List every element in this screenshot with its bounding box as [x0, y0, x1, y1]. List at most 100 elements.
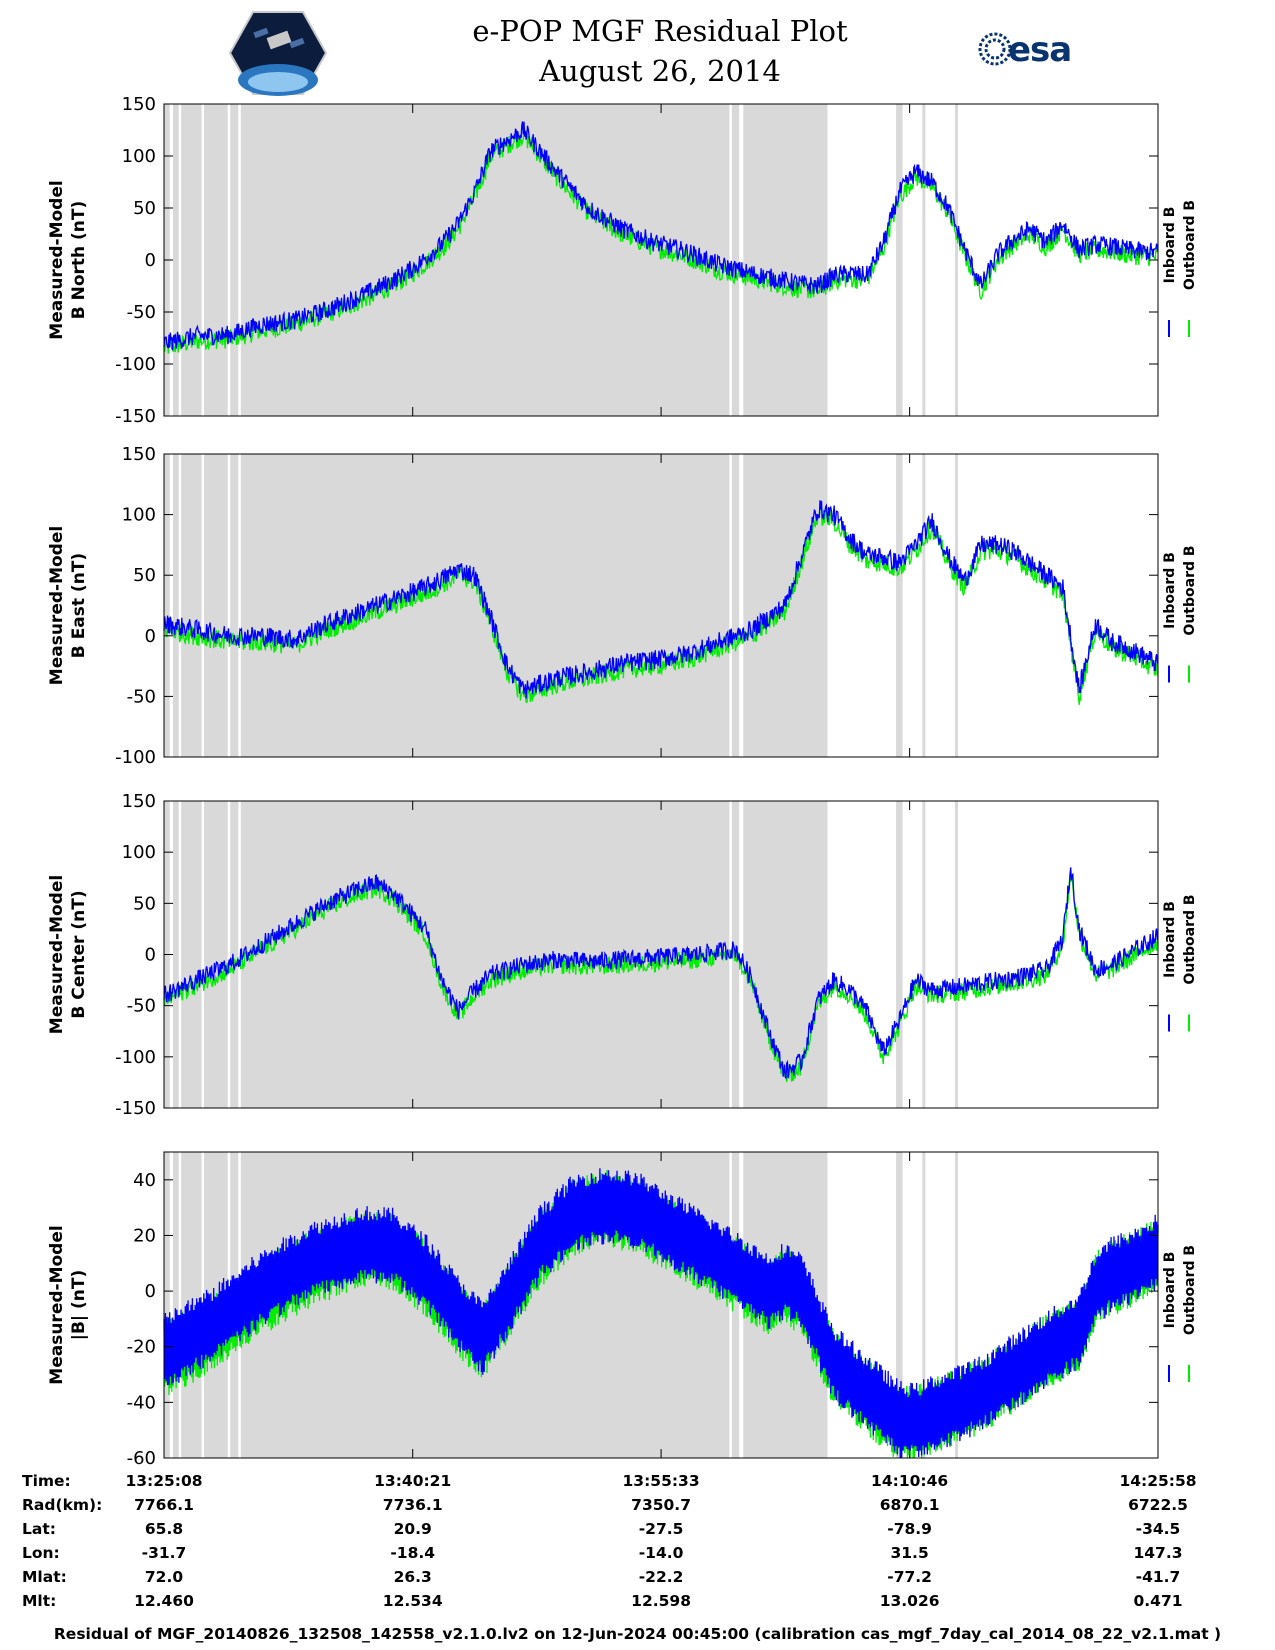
info-row-value: 12.460 [134, 1592, 194, 1610]
data-gap [201, 801, 205, 1108]
data-gap [169, 1152, 173, 1458]
data-gap [729, 1152, 732, 1458]
y-tick-label: 50 [133, 893, 156, 914]
info-row-label: Rad(km): [22, 1496, 103, 1514]
data-gap [729, 104, 732, 416]
legend-outboard-label: Outboard B [1182, 1245, 1198, 1335]
info-row-value: 13.026 [879, 1592, 940, 1610]
y-tick-label: -20 [127, 1337, 156, 1358]
y-axis-label-line1: Measured-Model [47, 1225, 67, 1384]
y-tick-label: 150 [122, 444, 156, 465]
info-row-value: -14.0 [638, 1544, 684, 1562]
data-gap [201, 104, 205, 416]
series-inboard-b [163, 500, 1159, 699]
data-gap [169, 454, 173, 757]
y-tick-label: 100 [122, 505, 156, 526]
shaded-region [896, 454, 903, 757]
y-tick-label: 0 [145, 945, 156, 966]
info-row-value: -27.5 [638, 1520, 684, 1538]
data-gap [739, 801, 744, 1108]
info-row-value: 147.3 [1133, 1544, 1183, 1562]
data-gap [739, 1152, 744, 1458]
info-row-value: 31.5 [890, 1544, 929, 1562]
shaded-region [896, 801, 903, 1108]
info-row-value: 26.3 [393, 1568, 432, 1586]
info-row-value: 65.8 [144, 1520, 184, 1538]
info-row-value: 7766.1 [134, 1496, 194, 1514]
info-row-value: 0.471 [1133, 1592, 1183, 1610]
y-axis-label-line2: B East (nT) [69, 553, 89, 658]
shaded-region [164, 454, 828, 757]
info-row-value: -31.7 [141, 1544, 187, 1562]
legend-inboard-label: Inboard B [1162, 552, 1178, 629]
data-gap [238, 801, 241, 1108]
data-gap [739, 454, 744, 757]
info-row-value: 13:25:08 [125, 1472, 203, 1490]
y-tick-label: -100 [115, 747, 156, 768]
y-tick-label: 20 [133, 1225, 156, 1246]
data-gap [238, 104, 241, 416]
series-outboard-b [163, 874, 1159, 1083]
y-axis-label-line2: |B| (nT) [69, 1270, 89, 1341]
plot-date: August 26, 2014 [539, 54, 781, 88]
info-row-value: 12.534 [382, 1592, 443, 1610]
legend-inboard-label: Inboard B [1162, 1252, 1178, 1329]
data-gap [178, 801, 182, 1108]
data-gap [201, 454, 205, 757]
legend-outboard-label: Outboard B [1182, 545, 1198, 635]
legend-inboard-label: Inboard B [1162, 901, 1178, 978]
chart-panel-1: -150 -100 -50 0 50 100 150 Measured-Model B Nort… [47, 94, 1198, 427]
series-inboard-b [163, 867, 1159, 1080]
info-row-value: 12.598 [631, 1592, 691, 1610]
info-row-label: Lat: [22, 1520, 56, 1538]
shaded-region [896, 104, 903, 416]
esa-logo-icon [978, 32, 1012, 66]
info-row-value: -18.4 [390, 1544, 436, 1562]
y-axis-label-line2: B North (nT) [69, 201, 89, 320]
y-tick-label: 50 [133, 565, 156, 586]
y-tick-label: 100 [122, 146, 156, 167]
y-axis-label-line2: B Center (nT) [69, 890, 89, 1018]
y-axis-label-line1: Measured-Model [47, 526, 67, 685]
data-gap [739, 104, 744, 416]
y-axis-label-line1: Measured-Model [47, 180, 67, 339]
y-tick-label: 0 [145, 250, 156, 271]
chart-panel-3: -150 -100 -50 0 50 100 150 Measured-Model B Cent… [47, 791, 1198, 1119]
y-tick-label: 150 [122, 791, 156, 812]
y-tick-label: -150 [115, 406, 156, 427]
data-gap [227, 104, 231, 416]
info-row-value: -34.5 [1135, 1520, 1181, 1538]
info-row-value: 13:55:33 [622, 1472, 700, 1490]
info-row-value: 6870.1 [879, 1496, 940, 1514]
cassiope-mission-logo-icon [228, 11, 328, 96]
y-tick-label: 100 [122, 842, 156, 863]
y-tick-label: -40 [127, 1392, 156, 1413]
info-row-value: 6722.5 [1128, 1496, 1188, 1514]
esa-logo-text: esa [1008, 30, 1072, 70]
y-tick-label: 0 [145, 626, 156, 647]
data-gap [178, 454, 182, 757]
y-tick-label: -50 [127, 686, 156, 707]
info-row-label: Lon: [22, 1544, 60, 1562]
y-tick-label: 40 [133, 1170, 156, 1191]
y-tick-label: -100 [115, 354, 156, 375]
info-row-value: -77.2 [887, 1568, 932, 1586]
legend-outboard-label: Outboard B [1182, 894, 1198, 984]
data-gap [227, 454, 231, 757]
y-tick-label: -60 [127, 1448, 156, 1469]
info-row-value: 72.0 [144, 1568, 184, 1586]
y-tick-label: -50 [127, 302, 156, 323]
y-tick-label: -150 [115, 1098, 156, 1119]
legend-inboard-label: Inboard B [1162, 207, 1178, 284]
info-row-value: 13:40:21 [374, 1472, 452, 1490]
info-row-label: Mlt: [22, 1592, 57, 1610]
info-row-value: 14:25:58 [1119, 1472, 1197, 1490]
info-row-value: 14:10:46 [871, 1472, 949, 1490]
shaded-region [896, 1152, 903, 1458]
series-inboard-b [163, 121, 1159, 351]
chart-panel-4: -60 -40 -20 0 20 40 Measured-Model |B| (nT) Inbo… [47, 1151, 1198, 1469]
y-tick-label: 150 [122, 94, 156, 115]
info-row-label: Time: [22, 1472, 71, 1490]
info-row-value: 20.9 [393, 1520, 432, 1538]
